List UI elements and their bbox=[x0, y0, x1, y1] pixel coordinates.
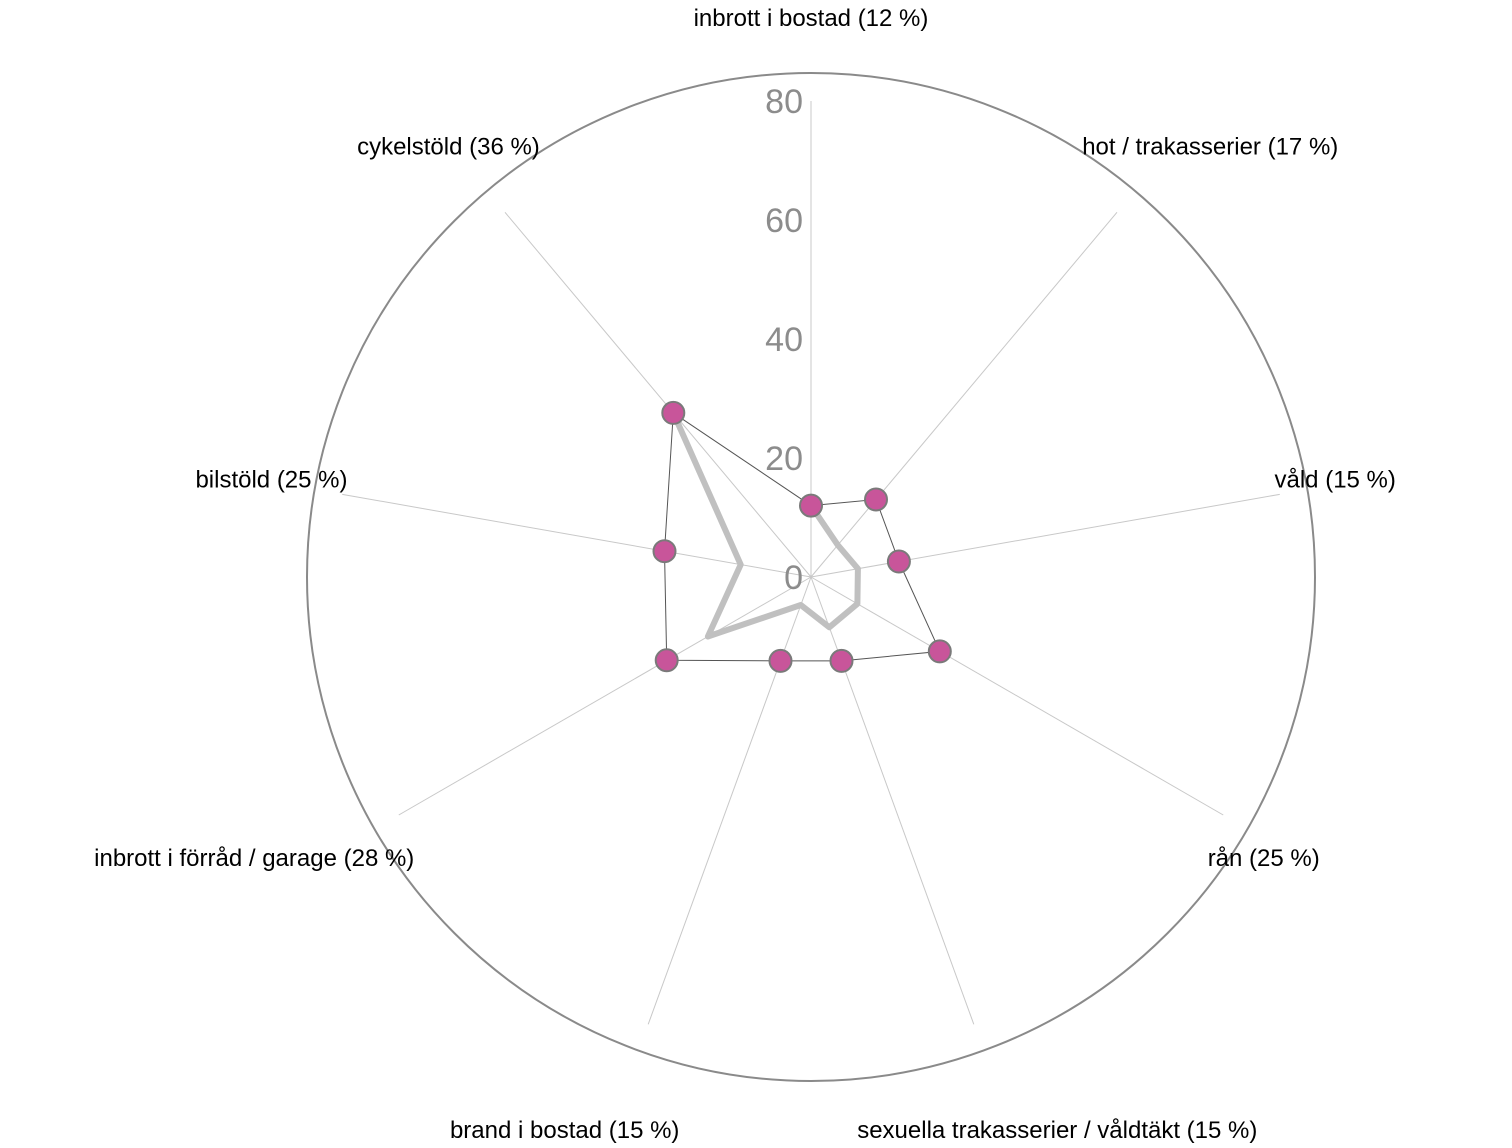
spoke-1 bbox=[810, 212, 1118, 578]
category-label-3: rån (25 %) bbox=[1208, 845, 1320, 872]
marker-2 bbox=[886, 549, 911, 574]
category-label-8: cykelstöld (36 %) bbox=[357, 134, 540, 161]
spoke-4 bbox=[810, 576, 975, 1025]
marker-3 bbox=[927, 639, 952, 664]
series-2-line bbox=[670, 411, 861, 640]
radial-tick-20: 20 bbox=[765, 440, 803, 478]
category-label-7: bilstöld (25 %) bbox=[195, 466, 347, 493]
spoke-5 bbox=[647, 576, 812, 1025]
marker-0 bbox=[799, 493, 823, 518]
marker-4 bbox=[829, 648, 854, 673]
radial-tick-60: 60 bbox=[765, 202, 803, 240]
radial-tick-40: 40 bbox=[765, 321, 803, 359]
category-label-4: sexuella trakasserier / våldtäkt (15 %) bbox=[857, 1117, 1257, 1144]
outer-circle bbox=[306, 72, 1316, 1082]
category-label-2: våld (15 %) bbox=[1275, 466, 1396, 493]
category-label-1: hot / trakasserier (17 %) bbox=[1082, 134, 1338, 161]
spoke-8 bbox=[504, 212, 812, 578]
spokes bbox=[342, 101, 1280, 1025]
category-label-0: inbrott i bostad (12 %) bbox=[694, 5, 929, 32]
spoke-3 bbox=[810, 576, 1224, 816]
radial-tick-labels: 0 20 40 60 80 bbox=[765, 83, 803, 597]
radial-tick-80: 80 bbox=[765, 83, 803, 121]
category-label-6: inbrott i förråd / garage (28 %) bbox=[94, 845, 414, 872]
category-labels: inbrott i bostad (12 %) hot / trakasserie… bbox=[94, 5, 1396, 1144]
marker-6 bbox=[654, 648, 679, 673]
marker-8 bbox=[661, 400, 686, 425]
category-label-5: brand i bostad (15 %) bbox=[450, 1117, 679, 1144]
spoke-7 bbox=[342, 493, 812, 578]
marker-1 bbox=[864, 487, 888, 512]
marker-7 bbox=[652, 539, 677, 564]
series-1-markers bbox=[652, 400, 952, 673]
marker-5 bbox=[768, 648, 793, 673]
series-1-line bbox=[663, 411, 941, 662]
radial-tick-0: 0 bbox=[784, 559, 803, 597]
spoke-6 bbox=[398, 576, 812, 816]
